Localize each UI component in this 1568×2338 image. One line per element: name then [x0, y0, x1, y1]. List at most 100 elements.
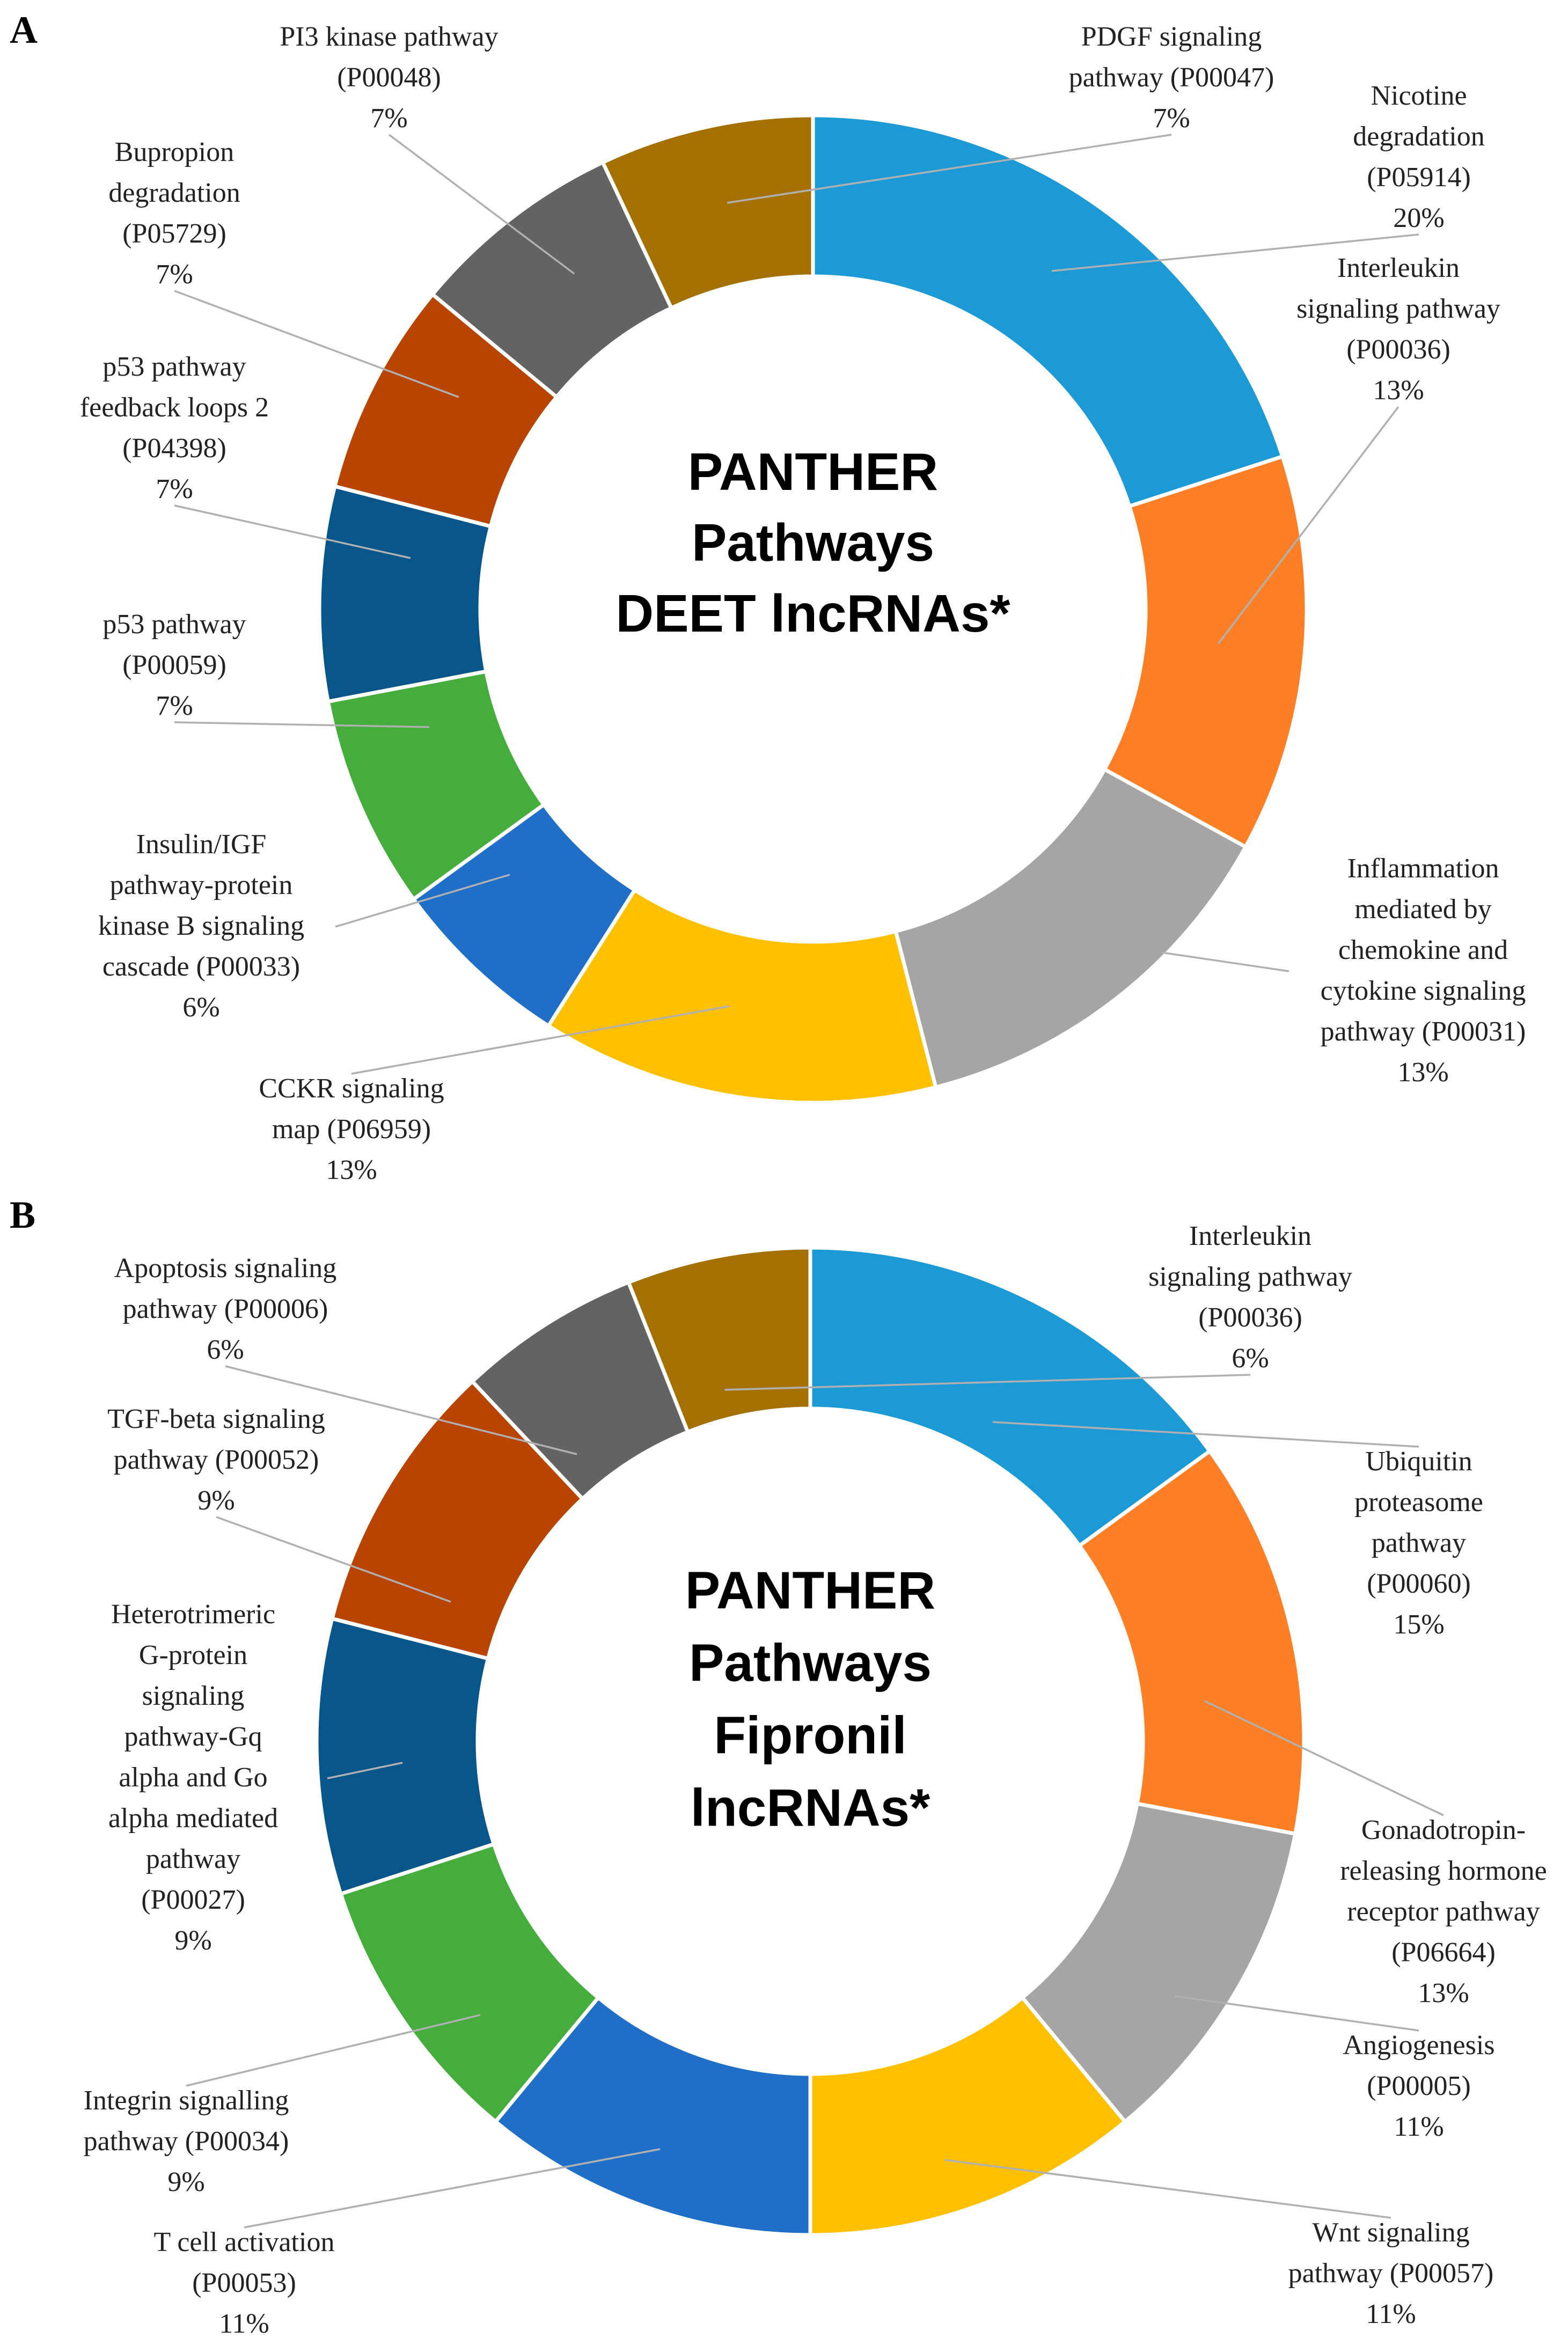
- slice-label: p53 pathway feedback loops 2 (P04398) 7%: [80, 351, 269, 504]
- slice-label-line: signaling pathway: [1296, 294, 1500, 324]
- slice-label-line: Gonadotropin-: [1361, 1815, 1526, 1845]
- center-title-line: PANTHER: [688, 442, 938, 501]
- slice-label-line: Angiogenesis: [1343, 2030, 1494, 2061]
- center-title-line: Fipronil: [714, 1706, 906, 1765]
- leader-line: [727, 134, 1172, 204]
- slice-label: Inflammation mediated by chemokine and cyto…: [1321, 853, 1526, 1088]
- slice-percent-label: 7%: [156, 259, 193, 290]
- slice-percent-label: 9%: [167, 2167, 204, 2197]
- slice-percent-label: 11%: [1394, 2112, 1444, 2142]
- panel-b-slice-labels: Ubiquitin proteasome pathway (P00060) 15% Gon…: [84, 1221, 1547, 2338]
- slice-percent-label: 7%: [1153, 103, 1190, 134]
- slice-label: Interleukin signaling pathway (P00036) 13%: [1296, 253, 1500, 406]
- slice-label: Insulin/IGF pathway-protein kinase B signa…: [98, 829, 304, 1023]
- panel-b-leader-lines: [186, 1365, 1444, 2229]
- slice-label-line: (P00036): [1346, 334, 1450, 365]
- slice-label-line: Bupropion: [115, 137, 234, 167]
- donut-slice: [1076, 1448, 1306, 1836]
- slice-label-line: pathway (P00006): [123, 1294, 328, 1324]
- slice-label-line: mediated by: [1354, 894, 1492, 925]
- slice-label-line: (P00005): [1367, 2071, 1471, 2101]
- leader-line: [174, 504, 411, 559]
- slice-label-line: Insulin/IGF: [136, 829, 267, 860]
- slice-label-line: receptor pathway: [1347, 1896, 1540, 1927]
- leader-line: [388, 134, 575, 275]
- slice-label-line: pathway (P00031): [1321, 1016, 1526, 1047]
- leader-line: [351, 1005, 730, 1075]
- slice-percent-label: 9%: [197, 1485, 235, 1516]
- panel-a-slice-labels: Nicotine degradation (P05914) 20% Interleuki…: [80, 21, 1526, 1185]
- slice-label-line: PI3 kinase pathway: [280, 21, 498, 52]
- slice-label-line: feedback loops 2: [80, 392, 269, 423]
- leader-line: [944, 2159, 1391, 2219]
- slice-label-line: signaling pathway: [1148, 1262, 1352, 1292]
- slice-label: Wnt signaling pathway (P00057) 11%: [1288, 2217, 1494, 2329]
- slice-label-line: (P00053): [192, 2268, 296, 2298]
- slice-label-line: chemokine and: [1338, 935, 1508, 965]
- slice-label-line: alpha mediated: [108, 1803, 278, 1834]
- slice-label-line: alpha and Go: [119, 1762, 267, 1793]
- slice-label-line: Integrin signalling: [84, 2085, 289, 2116]
- slice-label-line: (P00027): [141, 1885, 245, 1915]
- donut-slice: [1020, 1801, 1298, 2124]
- slice-label: PI3 kinase pathway (P00048) 7%: [280, 21, 498, 134]
- donut-slice: [600, 113, 815, 311]
- slice-label-line: p53 pathway: [102, 351, 246, 382]
- leader-line: [327, 1762, 403, 1779]
- leader-line: [1204, 1700, 1444, 1816]
- slice-label: Heterotrimeric G-protein signaling pathway-…: [108, 1599, 278, 1956]
- slice-label: Bupropion degradation (P05729) 7%: [108, 137, 240, 290]
- panel-b-letter: B: [10, 1193, 35, 1236]
- slice-label-line: (P00048): [337, 62, 441, 93]
- slice-label: Angiogenesis (P00005) 11%: [1343, 2030, 1494, 2142]
- slice-label-line: pathway: [1372, 1528, 1466, 1558]
- slice-label: Nicotine degradation (P05914) 20%: [1353, 80, 1484, 233]
- panel-a-letter: A: [10, 9, 38, 52]
- slice-label-line: (P00036): [1198, 1302, 1302, 1333]
- donut-slice: [1102, 454, 1309, 849]
- panel-b-slices: [314, 1245, 1306, 2237]
- center-title-line: DEET lncRNAs*: [616, 584, 1010, 643]
- slice-label-line: cascade (P00033): [102, 951, 300, 982]
- leader-line: [174, 721, 430, 728]
- donut-slice: [893, 766, 1248, 1090]
- slice-label-line: CCKR signaling: [259, 1073, 444, 1104]
- slice-label-line: Apoptosis signaling: [114, 1253, 337, 1284]
- panel-b-center-title: PANTHER Pathways Fipronil lncRNAs*: [685, 1561, 935, 1837]
- slice-label: Apoptosis signaling pathway (P00006) 6%: [114, 1253, 337, 1365]
- slice-label-line: map (P06959): [272, 1114, 431, 1145]
- slice-label-line: proteasome: [1354, 1487, 1483, 1518]
- slice-label-line: releasing hormone: [1340, 1856, 1547, 1886]
- slice-percent-label: 20%: [1393, 203, 1444, 233]
- slice-percent-label: 13%: [1373, 375, 1424, 406]
- slice-percent-label: 7%: [156, 691, 193, 721]
- slice-label: Integrin signalling pathway (P00034) 9%: [84, 2085, 289, 2197]
- center-title-line: Pathways: [689, 1633, 932, 1692]
- slice-label-line: degradation: [1353, 121, 1484, 152]
- slice-percent-label: 13%: [326, 1155, 377, 1185]
- slice-label-line: T cell activation: [154, 2227, 335, 2258]
- slice-label-line: kinase B signaling: [98, 911, 304, 941]
- leader-line: [1175, 1995, 1419, 2032]
- slice-label: Gonadotropin-releasing hormone receptor p…: [1340, 1815, 1547, 2009]
- slice-label-line: pathway: [146, 1844, 240, 1874]
- donut-slice: [546, 887, 939, 1105]
- leader-line: [1217, 406, 1400, 645]
- slice-label-line: Interleukin: [1337, 253, 1460, 283]
- slice-label: PDGF signaling pathway (P00047) 7%: [1069, 21, 1274, 134]
- slice-label-line: pathway-Gq: [124, 1721, 262, 1752]
- leader-line: [216, 1516, 451, 1603]
- leader-line: [992, 1421, 1419, 1448]
- center-title-line: Pathways: [692, 513, 934, 572]
- panel-a-leader-lines: [174, 134, 1419, 1075]
- slice-label-line: p53 pathway: [102, 609, 246, 640]
- donut-slice: [811, 113, 1285, 509]
- leader-line: [724, 1374, 1251, 1391]
- slice-percent-label: 11%: [1366, 2299, 1416, 2329]
- slice-label-line: (P05729): [122, 218, 226, 249]
- slice-label-line: pathway (P00047): [1069, 62, 1274, 93]
- slice-label-line: (P00059): [122, 650, 226, 680]
- donut-slice: [808, 1995, 1128, 2237]
- leader-line: [174, 290, 459, 398]
- slice-percent-label: 15%: [1393, 1609, 1444, 1640]
